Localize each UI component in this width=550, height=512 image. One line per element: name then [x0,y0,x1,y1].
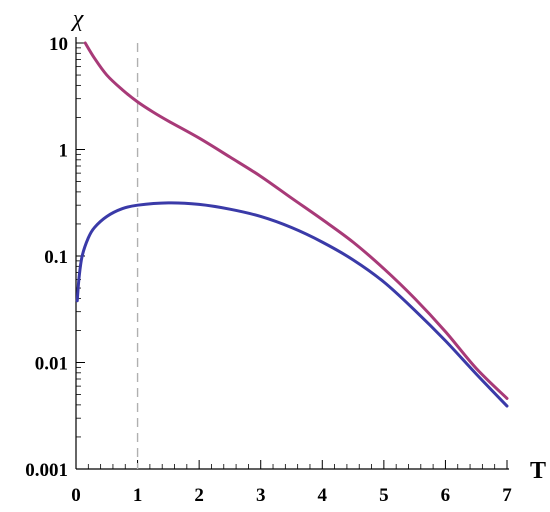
series-line-2 [75,201,509,408]
series-line-1 [83,41,509,400]
x-tick-label: 0 [71,485,81,506]
labels-layer: 0.001 0.01 0.1 1 10 0 1 2 3 4 5 6 7Tχ [25,6,546,506]
y-tick-label: 0.01 [35,354,68,375]
y-tick-label: 0.001 [25,460,68,481]
y-tick-label: 1 [59,141,69,162]
x-tick-label: 4 [318,485,328,506]
x-axis-title: T [530,458,546,484]
y-tick-label: 0.1 [44,247,68,268]
x-tick-label: 1 [133,485,143,506]
x-tick-label: 7 [502,485,512,506]
x-tick-label: 2 [194,485,204,506]
x-tick-label: 3 [256,485,266,506]
series-layer [75,41,509,408]
axes [75,37,509,470]
x-tick-label: 6 [441,485,451,506]
x-tick-label: 5 [379,485,389,506]
y-tick-label: 10 [49,34,68,55]
y-axis-title: χ [71,6,85,32]
